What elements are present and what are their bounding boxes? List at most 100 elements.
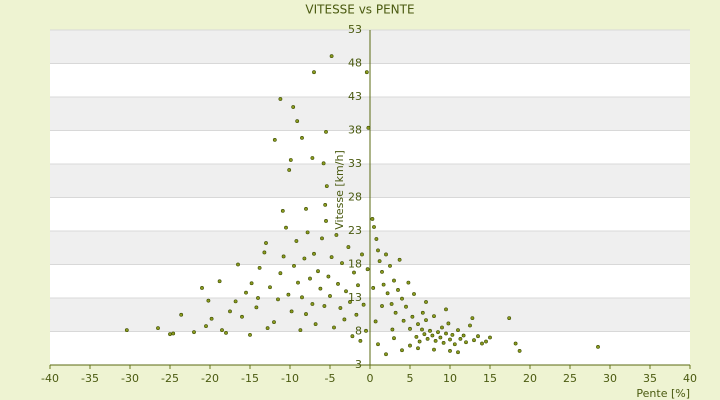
y-tick-label: 43 [348,90,362,103]
point [236,262,240,267]
point [364,328,368,333]
point [298,328,303,333]
point [430,333,435,338]
point [240,314,244,319]
point [288,158,293,162]
point [444,331,448,336]
point [300,135,304,140]
point [456,328,460,333]
point [350,334,355,339]
y-tick-label: 48 [348,57,362,70]
point [458,336,463,341]
point [278,271,283,276]
point [344,289,348,294]
point [329,255,334,260]
point [262,250,267,255]
point [268,285,272,290]
x-tick-label: -10 [281,372,299,385]
point [313,322,318,327]
point [420,310,425,315]
point [324,129,328,134]
point [468,323,472,328]
point [312,70,316,75]
point [280,208,285,213]
point [334,233,339,237]
point [295,119,300,124]
point [400,296,404,301]
point [342,317,347,322]
point [456,350,460,355]
y-tick-label: 38 [348,124,362,137]
point [192,330,196,335]
point [308,276,312,281]
x-tick-label: -30 [121,372,139,385]
point [254,305,259,310]
point [249,281,254,286]
point [376,342,380,347]
point [364,70,369,75]
point [371,286,376,290]
point [340,261,344,266]
point [200,286,204,290]
point [244,290,248,295]
point [360,252,364,257]
point [448,349,452,353]
point [233,299,238,304]
x-tick-label: 15 [483,372,497,385]
point [372,225,376,229]
point [220,328,224,333]
point [310,302,315,306]
point [416,322,420,327]
x-tick-label: -40 [41,372,59,385]
point [324,219,328,223]
point [393,310,398,315]
point [461,333,466,338]
point [440,325,444,330]
point [209,316,214,321]
point [124,328,129,333]
point [388,263,392,268]
point [224,330,228,335]
point [408,326,412,331]
point [596,345,600,349]
point [385,291,390,296]
point [370,217,375,221]
point [278,97,283,101]
point [265,326,270,331]
point [436,330,440,335]
point [444,307,448,312]
point [424,318,428,323]
x-tick-label: 30 [603,372,617,385]
point [304,312,308,316]
point [507,316,512,321]
point [291,105,296,109]
point [376,248,380,253]
y-axis-title: Vitesse [km/h] [333,150,346,230]
x-tick-label: -20 [201,372,219,385]
point [384,352,388,357]
point [324,184,329,189]
point [302,256,307,261]
x-tick-label: 25 [563,372,577,385]
point [424,300,428,304]
x-tick-label: 35 [643,372,657,385]
point [414,334,419,339]
point [322,304,327,308]
point [248,332,252,337]
point [316,269,320,274]
point [377,259,382,264]
point [356,283,360,288]
point [336,282,340,286]
point [441,340,446,345]
point [257,265,262,270]
point [354,312,359,317]
x-tick-label: 10 [443,372,457,385]
point [264,241,268,245]
point [348,300,352,304]
y-tick-label: 23 [348,224,362,237]
point [396,288,400,292]
point [256,296,260,300]
point [392,278,396,283]
point [417,339,422,344]
point [206,298,211,303]
